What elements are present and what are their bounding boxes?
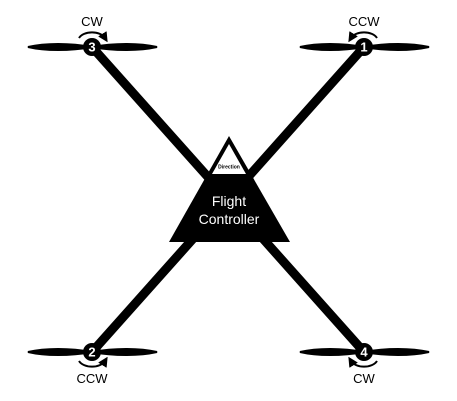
motor-number-4: 4 (360, 345, 368, 360)
motor-3: 3 CW (27, 14, 158, 56)
rotation-label-3: CW (81, 14, 103, 29)
flight-controller-label-line2: Controller (199, 211, 260, 227)
front-direction-label: Direction (218, 165, 240, 171)
motor-1: 1 CCW (299, 14, 430, 56)
motor-4: 4 CW (299, 343, 430, 386)
motor-number-3: 3 (88, 40, 95, 55)
rotation-label-2: CCW (76, 371, 108, 386)
rotation-label-1: CCW (348, 14, 380, 29)
motor-hub-3 (83, 38, 101, 56)
flight-controller-label-line1: Flight (212, 193, 246, 209)
rotation-arrow-2-icon (78, 356, 108, 368)
motor-hub-4 (355, 343, 373, 361)
motor-2: 2 CCW (27, 343, 158, 386)
motor-number-2: 2 (88, 345, 95, 360)
rotation-arrow-4-icon (348, 356, 378, 368)
motor-number-1: 1 (360, 40, 367, 55)
rotation-arrow-3-icon (78, 31, 108, 43)
motor-hub-1 (355, 38, 373, 56)
flight-controller-body (169, 136, 290, 242)
front-direction-indicator (212, 144, 246, 174)
rotation-arrow-1-icon (348, 31, 378, 43)
rotation-label-4: CW (353, 371, 375, 386)
motor-hub-2 (83, 343, 101, 361)
